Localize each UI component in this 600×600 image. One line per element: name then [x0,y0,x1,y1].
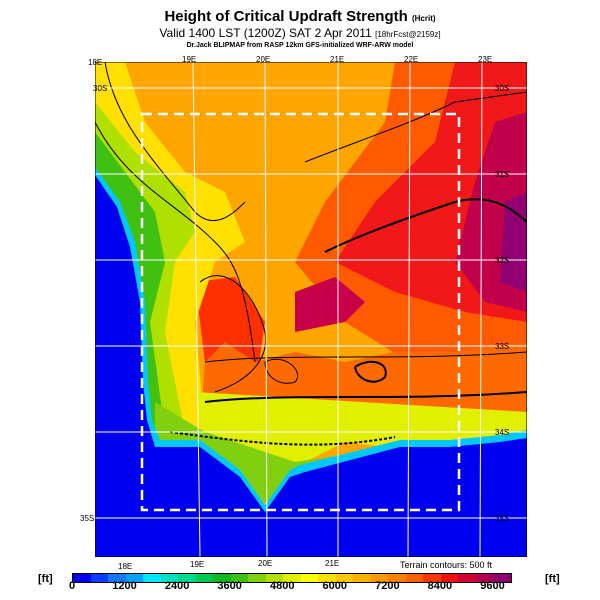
valid-text: Valid 1400 LST (1200Z) SAT 2 Apr 2011 [159,26,372,40]
lon-label: 21E [330,55,345,64]
colorbar-segment [440,574,459,582]
colorbar-segment [213,574,231,582]
lon-label-bottom: 19E [190,560,205,569]
region-crimson-mid [295,277,365,332]
terrain-contour-note: Terrain contours: 500 ft [400,560,493,570]
colorbar-segment [90,574,109,582]
colorbar-segment [475,574,494,582]
lon-label: 18E [88,58,103,67]
lat-label: 33S [495,342,510,351]
colorbar-segment [388,574,406,582]
colorbar-segment [335,574,354,582]
colorbar-tick-label: 9600 [480,580,505,592]
colorbar-segment [248,574,266,582]
lat-label: 35S [80,514,95,523]
colorbar-tick-label: 7200 [375,580,400,592]
credit-line: Dr.Jack BLIPMAP from RASP 12km GFS-initi… [186,42,414,49]
colorbar-tick-label: 6000 [322,580,348,592]
valid-time: Valid 1400 LST (1200Z) SAT 2 Apr 2011 [1… [0,26,600,40]
lat-label: 30S [93,84,108,93]
title-param: (Hcrit) [411,14,436,23]
colorbar-tick-label: 8400 [427,580,453,592]
colorbar-segment [160,574,179,582]
lat-label: 34S [495,428,510,437]
colorbar-segment [405,574,424,582]
title-text: Height of Critical Updraft Strength [164,8,408,25]
colorbar-segment [73,574,91,582]
lat-label: 35S [495,514,510,523]
inner-domain-box [140,112,461,512]
lat-lon-grid [95,62,527,557]
colorbar-segment [143,574,161,582]
lon-label: 23E [478,55,493,64]
colorbar-segment [125,574,144,582]
colorbar-segment [283,574,301,582]
ocean [95,175,527,557]
contour-lines [95,62,527,446]
colorbar-segment [458,574,476,582]
colorbar-segment [195,574,214,582]
unit-right: [ft] [545,573,560,585]
lon-label: 22E [404,55,419,64]
colorbar-segment [230,574,249,582]
unit-left: [ft] [38,573,53,585]
colorbar-segment [300,574,319,582]
colorbar-tick-label: 2400 [164,580,190,592]
colorbar-segment [370,574,389,582]
colorbar-segment [353,574,371,582]
colorbar-segment [108,574,126,582]
colorbar-tick-label: 3600 [217,580,242,592]
colorbar-segment [493,574,511,582]
lon-label-bottom: 20E [258,559,273,568]
colorbar-segment [318,574,336,582]
colorbar [72,573,512,583]
colorbar-tick-label: 4800 [269,580,295,592]
hcrit-map [95,62,527,557]
lat-label: 31S [495,170,510,179]
lon-label-bottom: 21E [325,559,340,568]
colorbar-tick-label: 0 [68,580,76,592]
colorbar-segment [178,574,196,582]
lon-label-bottom: 18E [118,562,133,571]
lon-label: 20E [256,55,271,64]
lat-label: 30S [495,84,510,93]
forecast-text: [18hrFcst@2159z] [375,30,441,39]
chart-title: Height of Critical Updraft Strength (Hcr… [0,8,600,25]
lat-label: 32S [495,256,510,265]
colorbar-segment [423,574,441,582]
colorbar-tick-label: 1200 [112,580,137,592]
lon-label: 19E [182,55,197,64]
colorbar-segment [265,574,284,582]
